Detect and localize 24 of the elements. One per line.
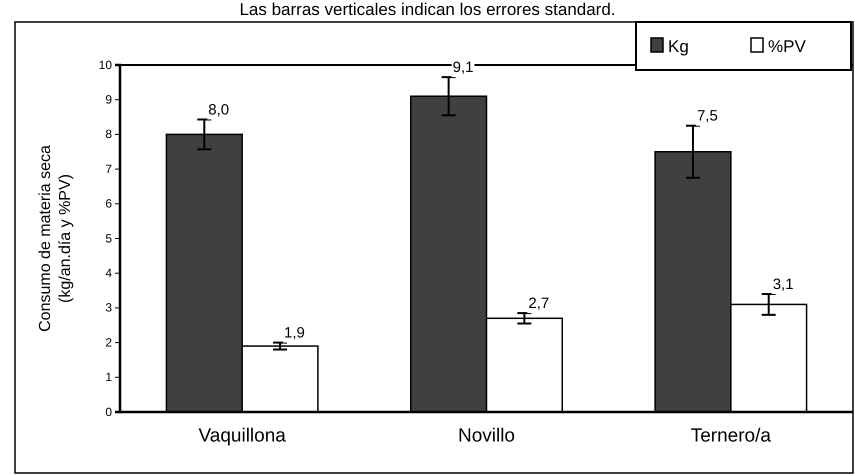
y-tick-label: 9	[105, 92, 112, 107]
y-tick-label: 2	[105, 335, 112, 350]
y-axis-title: Consumo de materia seca (kg/an.día y %PV)	[37, 145, 74, 332]
y-tick-label: 0	[105, 404, 112, 419]
y-tick-label: 8	[105, 127, 112, 142]
data-label: 2,7	[528, 295, 550, 312]
x-tick-label: Ternero/a	[690, 425, 772, 446]
data-label: 8,0	[208, 101, 230, 118]
chart-title: Las barras verticales indican los errores standard.	[239, 0, 616, 19]
y-tick-label: 3	[105, 300, 112, 315]
y-tick-label: 7	[105, 162, 112, 176]
data-label: 7,5	[696, 108, 718, 125]
x-tick-label: Vaquillona	[198, 425, 286, 446]
data-label: 1,9	[284, 324, 305, 342]
y-tick-label: 1	[105, 370, 112, 384]
legend-label: %PV	[768, 37, 806, 56]
y-tick-label: 6	[105, 196, 112, 211]
y-tick-label: 10	[98, 58, 112, 72]
x-tick-label: Novillo	[458, 425, 516, 446]
y-tick-label: 5	[105, 231, 112, 246]
data-label: 3,1	[772, 276, 794, 294]
legend-label: Kg	[668, 37, 689, 56]
data-label: 9,1	[452, 59, 474, 76]
y-tick-label: 4	[105, 266, 112, 280]
